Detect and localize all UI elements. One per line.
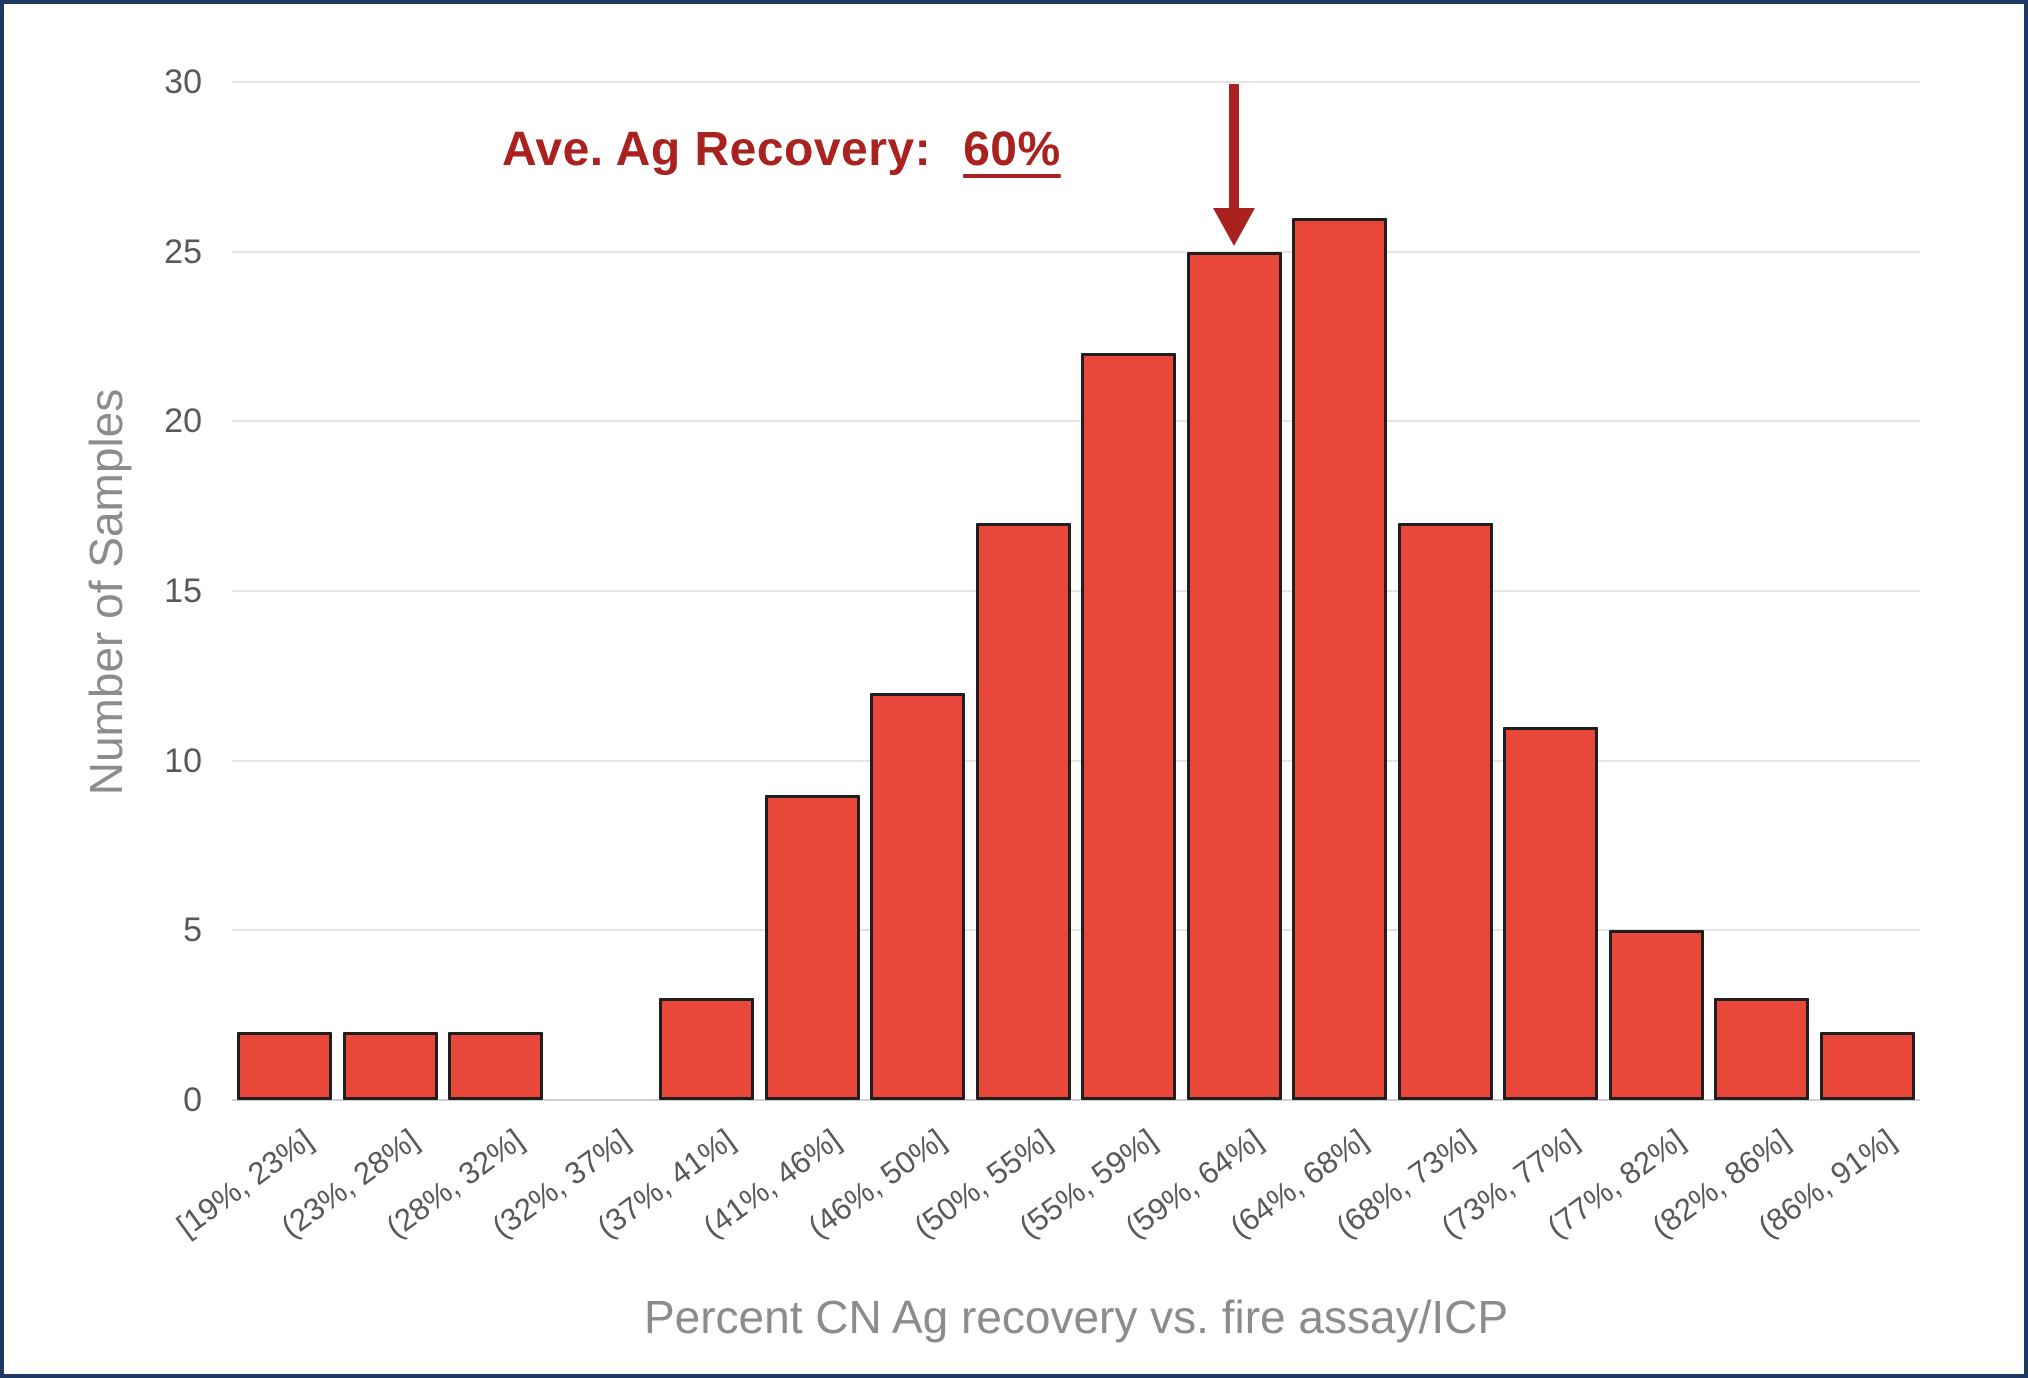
bar: [764, 794, 860, 1100]
gridlines-layer: [4, 4, 2024, 1374]
bars-layer: [4, 4, 2024, 1374]
y-axis-title: Number of Samples: [80, 388, 132, 796]
gridline: [232, 759, 1920, 762]
bar: [1081, 353, 1177, 1100]
bar: [448, 1032, 544, 1100]
bar: [342, 1032, 438, 1100]
bar: [1608, 930, 1704, 1100]
y-axis-tick-label: 30: [164, 63, 202, 101]
y-axis-tick-label: 0: [183, 1081, 202, 1119]
x-axis-title: Percent CN Ag recovery vs. fire assay/IC…: [643, 1291, 1509, 1343]
bar: [237, 1032, 333, 1100]
gridline: [232, 929, 1920, 932]
bar: [870, 692, 966, 1100]
y-axis-tick-label: 20: [164, 402, 202, 441]
gridline: [232, 590, 1920, 592]
y-axis-tick-label: 15: [164, 572, 202, 610]
gridline: [232, 420, 1920, 423]
bar: [1397, 523, 1493, 1100]
gridline: [232, 250, 1920, 253]
arrow-line: [1229, 84, 1240, 212]
y-axis-ticks: 0 5 10 15 20 25 30: [4, 4, 2024, 1374]
gridline: [232, 81, 1920, 83]
y-axis-tick-label: 10: [164, 741, 202, 780]
bar: [1292, 217, 1388, 1100]
bar: [975, 523, 1071, 1100]
mean-annotation: Ave. Ag Recovery: 60%: [502, 122, 1061, 177]
y-axis-tick-label: 5: [183, 911, 202, 950]
mean-arrow-icon: [1213, 84, 1256, 246]
mean-annotation-value: 60%: [963, 123, 1061, 176]
bar: [1186, 251, 1282, 1100]
bar: [1503, 726, 1599, 1100]
y-axis-tick-label: 25: [164, 232, 202, 271]
bar: [1714, 998, 1810, 1100]
bar: [1819, 1032, 1915, 1100]
mean-annotation-label: Ave. Ag Recovery:: [502, 123, 932, 176]
gridline: [232, 1099, 1920, 1101]
x-axis-labels: [19%, 23%] (23%, 28%] (28%, 32%] (32%, 37%]…: [4, 4, 2024, 1374]
arrow-head: [1213, 208, 1256, 246]
bar: [659, 998, 755, 1100]
